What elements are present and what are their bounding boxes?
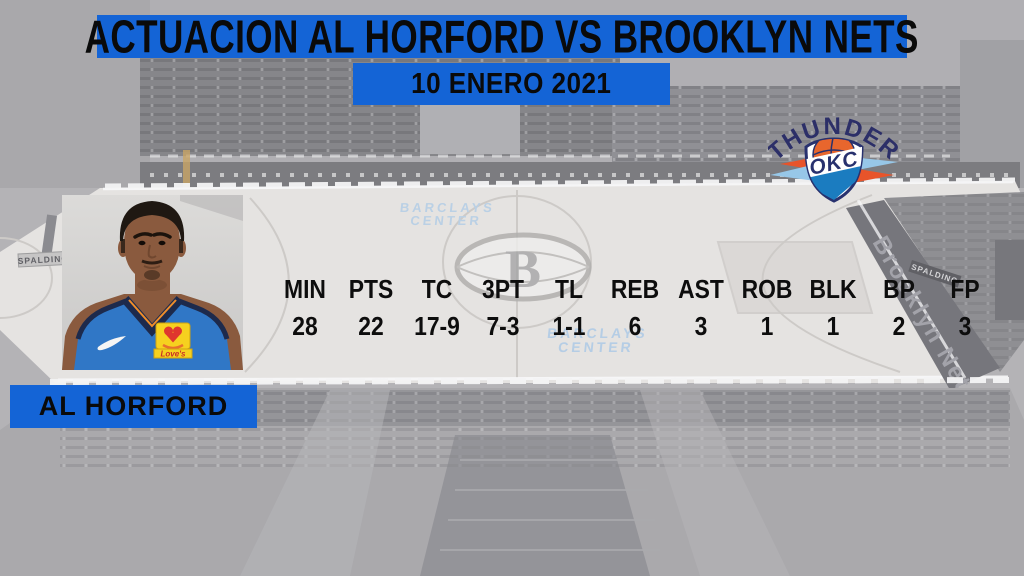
stat-value: 3 (958, 311, 972, 341)
svg-text:CENTER: CENTER (557, 339, 634, 355)
stat-value: 6 (628, 311, 642, 341)
stat-label: AST (678, 274, 724, 304)
stat-value: 3 (694, 311, 708, 341)
date-text: 10 ENERO 2021 (411, 67, 612, 100)
stat-column-reb: REB 6 (602, 276, 668, 339)
nike-swoosh-icon (97, 336, 126, 351)
stat-value: 22 (358, 311, 384, 341)
stat-label: FP (950, 274, 980, 304)
svg-text:CENTER: CENTER (410, 213, 483, 228)
stat-column-bp: BP 2 (866, 276, 932, 339)
venue-text-lower: BARCLAYS CENTER (546, 325, 648, 355)
date-banner: 10 ENERO 2021 (353, 63, 670, 105)
stat-label: TL (555, 274, 583, 304)
stats-table: MIN 28 PTS 22 TC 17-9 3PT 7-3 TL 1-1 REB… (272, 276, 998, 339)
stat-value: 1 (826, 311, 840, 341)
player-photo: Love's (62, 195, 243, 370)
nets-center-logo: B (454, 232, 592, 302)
nets-logo-letter: B (505, 239, 541, 299)
stat-value: 1 (760, 311, 774, 341)
stat-column-pts: PTS 22 (338, 276, 404, 339)
court-lines (0, 190, 901, 378)
logo-accent-right-blue (852, 157, 898, 171)
svg-text:Love's: Love's (160, 350, 186, 359)
logo-accent-left-blue (770, 164, 816, 181)
stat-value: 17-9 (414, 311, 460, 341)
stat-value: 1-1 (552, 311, 586, 341)
stat-column-min: MIN 28 (272, 276, 338, 339)
svg-text:SPALDING: SPALDING (17, 253, 69, 266)
stat-label: REB (610, 274, 660, 304)
stat-label: PTS (348, 274, 394, 304)
player-hair (119, 201, 185, 241)
spalding-board-left: SPALDING (17, 250, 69, 268)
player-name-text: AL HORFORD (38, 391, 229, 421)
svg-text:BARCLAYS: BARCLAYS (399, 200, 495, 215)
player-face (124, 211, 180, 281)
stat-value: 28 (292, 311, 318, 341)
stat-label: BLK (809, 274, 857, 304)
player-name-banner: AL HORFORD (10, 385, 257, 428)
stat-label: TC (421, 274, 453, 304)
thunder-logo: THUNDER OKC (768, 113, 900, 203)
svg-text:BARCLAYS: BARCLAYS (546, 325, 648, 341)
stat-column-blk: BLK 1 (800, 276, 866, 339)
title-text: ACTUACION AL HORFORD VS BROOKLYN NETS (84, 9, 920, 62)
stat-label: MIN (284, 274, 326, 304)
venue-text-upper: BARCLAYS CENTER (399, 200, 495, 228)
stat-label: BP (883, 274, 915, 304)
sponsor-patch: Love's (153, 322, 193, 359)
court-apron (846, 200, 1000, 390)
logo-accent-right-orange (852, 168, 894, 183)
stat-column-fp: FP 3 (932, 276, 998, 339)
stat-label: 3PT (482, 274, 524, 304)
stat-value: 2 (892, 311, 906, 341)
title-banner: ACTUACION AL HORFORD VS BROOKLYN NETS (85, 10, 919, 62)
stat-column-ast: AST 3 (668, 276, 734, 339)
stat-column-3pt: 3PT 7-3 (470, 276, 536, 339)
stat-column-tl: TL 1-1 (536, 276, 602, 339)
stat-label: ROB (741, 274, 793, 304)
stat-column-rob: ROB 1 (734, 276, 800, 339)
stat-column-tc: TC 17-9 (404, 276, 470, 339)
stat-value: 7-3 (486, 311, 520, 341)
